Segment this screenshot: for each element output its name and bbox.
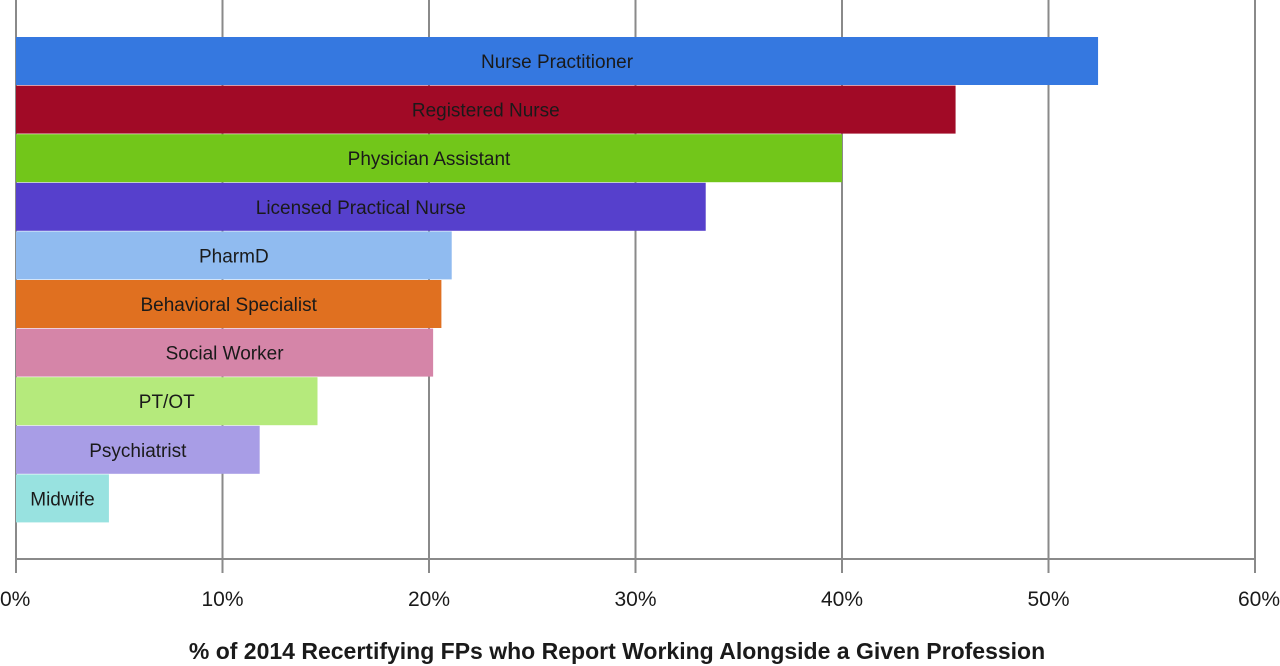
x-axis-title: % of 2014 Recertifying FPs who Report Wo…	[189, 638, 1045, 664]
bar	[16, 37, 1099, 85]
bars: Nurse Practitioner Registered Nurse Physic…	[16, 37, 1099, 523]
bar	[16, 182, 706, 231]
bar	[16, 280, 442, 328]
bar-label: Social Worker	[166, 344, 285, 365]
x-tick-label: 20%	[408, 588, 450, 611]
x-tick-label: 10%	[201, 588, 243, 611]
bar	[16, 231, 452, 280]
x-tick-label: 0%	[0, 588, 30, 611]
bar-label: Licensed Practical Nurse	[256, 198, 466, 219]
bar-label: Registered Nurse	[412, 101, 560, 122]
bar	[16, 377, 318, 426]
bar-label: Nurse Practitioner	[481, 52, 634, 73]
x-axis: 0% 10% 20% 30% 40% 50% 60%	[0, 558, 1280, 611]
bar-label: Physician Assistant	[348, 149, 511, 170]
x-tick-label: 40%	[821, 588, 863, 611]
bar-label: Midwife	[30, 489, 94, 510]
bar-label: Behavioral Specialist	[141, 295, 318, 316]
x-tick-label: 60%	[1238, 588, 1280, 611]
bar	[16, 425, 260, 474]
bar-label: PT/OT	[139, 392, 195, 413]
bar-label: PharmD	[199, 246, 269, 267]
x-tick-label: 30%	[614, 588, 656, 611]
bar	[16, 85, 956, 134]
bar	[16, 328, 434, 377]
bar-label: Psychiatrist	[89, 441, 187, 462]
bar	[16, 474, 109, 523]
x-tick-label: 50%	[1027, 588, 1069, 611]
bar	[16, 134, 842, 183]
